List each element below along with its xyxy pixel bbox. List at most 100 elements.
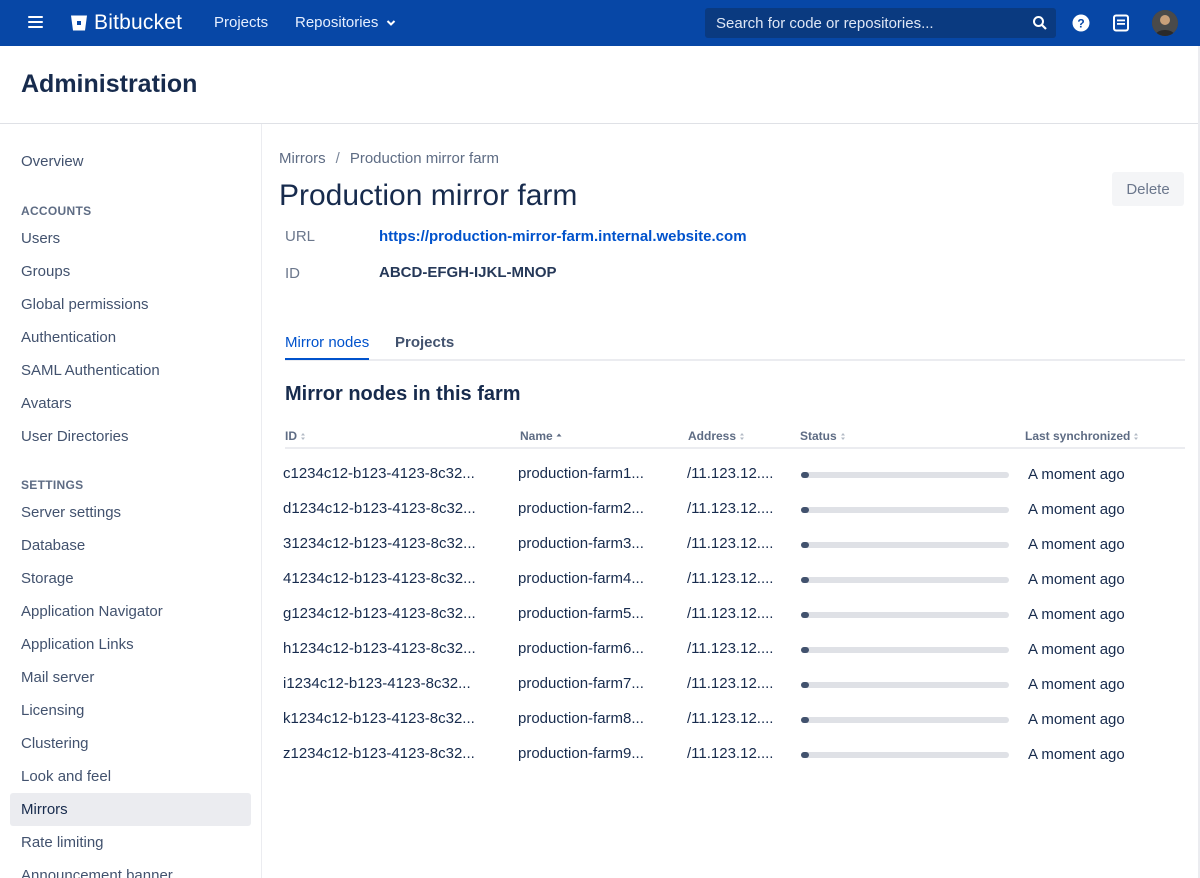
- sidebar-item-user-directories[interactable]: User Directories: [21, 428, 129, 445]
- last-synchronized: A moment ago: [1028, 711, 1125, 728]
- table-row[interactable]: k1234c12-b123-4123-8c32... production-fa…: [283, 710, 1185, 745]
- sort-icon: [1134, 432, 1139, 440]
- node-address: /11.123.12....: [687, 500, 774, 517]
- page-title: Production mirror farm: [279, 179, 578, 212]
- url-label: URL: [285, 228, 316, 245]
- last-synchronized: A moment ago: [1028, 606, 1125, 623]
- last-synchronized: A moment ago: [1028, 501, 1125, 518]
- node-name: production-farm7...: [518, 675, 644, 692]
- last-synchronized: A moment ago: [1028, 536, 1125, 553]
- table-row[interactable]: z1234c12-b123-4123-8c32... production-fa…: [283, 745, 1185, 780]
- sidebar-item-authentication[interactable]: Authentication: [21, 329, 117, 346]
- nav-repositories-dropdown[interactable]: Repositories: [295, 14, 396, 31]
- column-header-status[interactable]: Status: [800, 429, 846, 443]
- node-name: production-farm2...: [518, 500, 644, 517]
- page-edge-divider: [1198, 46, 1200, 878]
- sidebar-item-groups[interactable]: Groups: [21, 263, 71, 280]
- sort-icon: [840, 432, 845, 440]
- node-address: /11.123.12....: [687, 675, 774, 692]
- sidebar-item-licensing[interactable]: Licensing: [21, 702, 85, 719]
- column-header-name[interactable]: Name: [520, 429, 562, 443]
- sidebar-item-look-and-feel[interactable]: Look and feel: [21, 768, 112, 785]
- node-address: /11.123.12....: [687, 465, 774, 482]
- table-row[interactable]: d1234c12-b123-4123-8c32... production-fa…: [283, 500, 1185, 535]
- status-progress-bar: [801, 507, 1009, 513]
- farm-id-value: ABCD-EFGH-IJKL-MNOP: [379, 264, 557, 281]
- sidebar-item-application-navigator[interactable]: Application Navigator: [21, 603, 163, 620]
- node-id: 31234c12-b123-4123-8c32...: [283, 535, 476, 552]
- sidebar-item-overview[interactable]: Overview: [21, 153, 84, 170]
- status-progress-bar: [801, 682, 1009, 688]
- sidebar-item-database[interactable]: Database: [21, 537, 86, 554]
- node-name: production-farm1...: [518, 465, 644, 482]
- sidebar-item-rate-limiting[interactable]: Rate limiting: [21, 834, 104, 851]
- tab-mirror-nodes[interactable]: Mirror nodes: [285, 334, 370, 360]
- node-id: i1234c12-b123-4123-8c32...: [283, 675, 471, 692]
- table-row[interactable]: c1234c12-b123-4123-8c32... production-fa…: [283, 465, 1185, 500]
- help-icon[interactable]: ?: [1072, 14, 1090, 32]
- notes-icon[interactable]: [1112, 14, 1130, 32]
- table-row[interactable]: 41234c12-b123-4123-8c32... production-fa…: [283, 570, 1185, 605]
- sidebar-item-clustering[interactable]: Clustering: [21, 735, 89, 752]
- sidebar-item-avatars[interactable]: Avatars: [21, 395, 72, 412]
- status-progress-fill: [801, 542, 809, 548]
- tab-bar: Mirror nodes Projects: [285, 334, 1185, 361]
- column-header-address-label: Address: [688, 429, 737, 443]
- user-avatar[interactable]: [1152, 10, 1178, 36]
- farm-url-link[interactable]: https://production-mirror-farm.internal.…: [379, 228, 747, 245]
- status-progress-bar: [801, 577, 1009, 583]
- sidebar-item-server-settings[interactable]: Server settings: [21, 504, 122, 521]
- sidebar-item-announcement-banner[interactable]: Announcement banner: [21, 867, 173, 878]
- status-progress-fill: [801, 507, 809, 513]
- table-row[interactable]: i1234c12-b123-4123-8c32... production-fa…: [283, 675, 1185, 710]
- sort-ascending-icon: [556, 433, 562, 436]
- sidebar-item-global-permissions[interactable]: Global permissions: [21, 296, 149, 313]
- breadcrumb-separator: /: [335, 150, 340, 167]
- tab-projects[interactable]: Projects: [395, 334, 455, 351]
- sidebar-item-application-links[interactable]: Application Links: [21, 636, 134, 653]
- search-box[interactable]: [705, 8, 1056, 38]
- bitbucket-logo[interactable]: Bitbucket: [70, 10, 182, 36]
- sidebar-item-saml-authentication[interactable]: SAML Authentication: [21, 362, 160, 379]
- node-address: /11.123.12....: [687, 605, 774, 622]
- column-header-address[interactable]: Address: [688, 429, 745, 443]
- sidebar-item-mirrors[interactable]: Mirrors: [10, 793, 251, 826]
- sidebar-item-storage[interactable]: Storage: [21, 570, 74, 587]
- column-header-last-synchronized-label: Last synchronized: [1025, 429, 1131, 443]
- status-progress-fill: [801, 752, 809, 758]
- node-id: d1234c12-b123-4123-8c32...: [283, 500, 476, 517]
- sidebar-item-mail-server[interactable]: Mail server: [21, 669, 95, 686]
- table-row[interactable]: g1234c12-b123-4123-8c32... production-fa…: [283, 605, 1185, 640]
- top-navigation-bar: Bitbucket Projects Repositories ?: [0, 0, 1200, 46]
- sidebar-item-users[interactable]: Users: [21, 230, 61, 247]
- sort-icon: [740, 432, 745, 440]
- breadcrumb-mirrors-link[interactable]: Mirrors: [279, 150, 326, 167]
- chevron-down-icon: [387, 19, 396, 26]
- delete-button[interactable]: Delete: [1112, 172, 1184, 206]
- nav-repositories-label: Repositories: [295, 14, 379, 31]
- breadcrumb-current[interactable]: Production mirror farm: [349, 150, 500, 167]
- last-synchronized: A moment ago: [1028, 746, 1125, 763]
- table-row[interactable]: 31234c12-b123-4123-8c32... production-fa…: [283, 535, 1185, 570]
- node-name: production-farm5...: [518, 605, 644, 622]
- brand-name: Bitbucket: [94, 11, 183, 34]
- node-address: /11.123.12....: [687, 745, 774, 762]
- search-icon[interactable]: [1032, 15, 1048, 31]
- sidebar-heading-settings: SETTINGS: [21, 478, 84, 492]
- table-row[interactable]: h1234c12-b123-4123-8c32... production-fa…: [283, 640, 1185, 675]
- nav-projects-link[interactable]: Projects: [214, 14, 269, 31]
- menu-icon[interactable]: [28, 16, 43, 29]
- last-synchronized: A moment ago: [1028, 466, 1125, 483]
- admin-header: Administration: [0, 46, 1200, 124]
- admin-sidebar: Overview ACCOUNTS Users Groups Global pe…: [0, 124, 262, 878]
- last-synchronized: A moment ago: [1028, 571, 1125, 588]
- status-progress-fill: [801, 577, 809, 583]
- status-progress-bar: [801, 647, 1009, 653]
- node-address: /11.123.12....: [687, 710, 774, 727]
- status-progress-bar: [801, 542, 1009, 548]
- search-input[interactable]: [705, 8, 1025, 38]
- column-header-id[interactable]: ID: [285, 429, 306, 443]
- node-id: 41234c12-b123-4123-8c32...: [283, 570, 476, 587]
- column-header-last-synchronized[interactable]: Last synchronized: [1025, 429, 1139, 443]
- node-id: z1234c12-b123-4123-8c32...: [283, 745, 475, 762]
